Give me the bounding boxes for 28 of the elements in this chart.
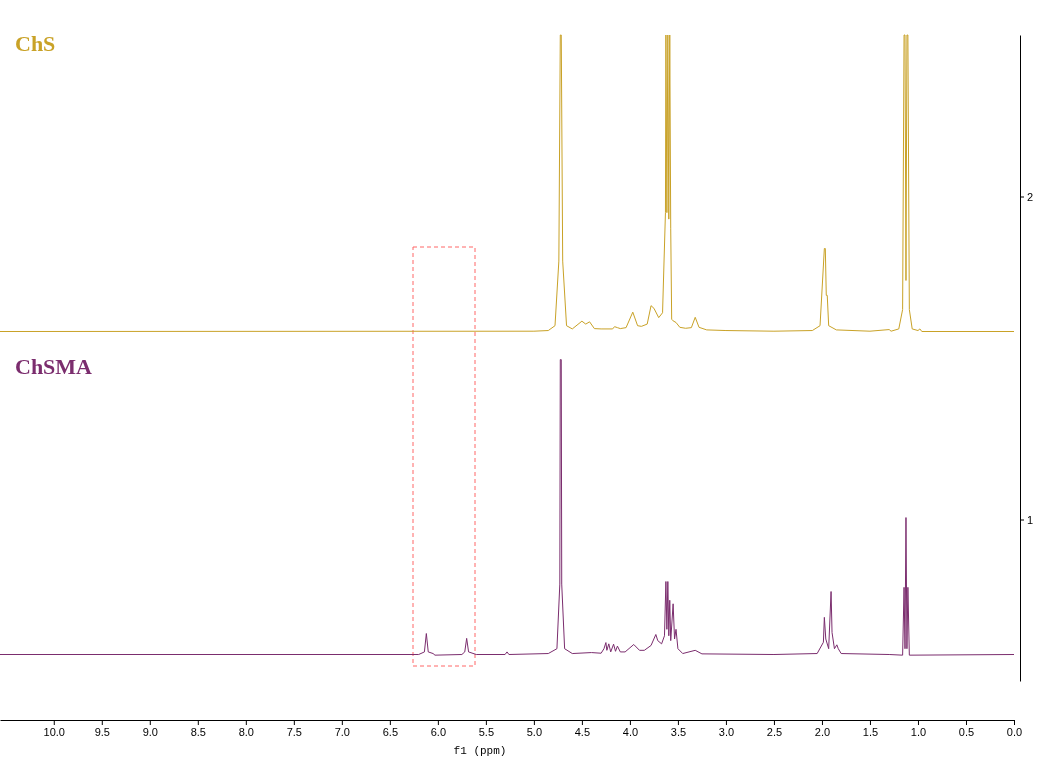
x-tick-label: 5.0 <box>526 725 543 738</box>
x-tick-label: 7.0 <box>334 725 350 738</box>
x-tick-label: 6.5 <box>382 725 398 738</box>
line-series <box>0 359 1015 656</box>
x-tick-label: 4.0 <box>622 725 639 738</box>
x-tick-label: 0.5 <box>958 725 975 738</box>
text: ChSMA <box>15 353 93 379</box>
text: ChS <box>15 30 56 56</box>
x-tick-label: 9.5 <box>94 725 110 738</box>
x-tick-label: 2.5 <box>766 725 783 738</box>
x-tick-label: 3.0 <box>718 725 735 738</box>
x-tick-label: 7.5 <box>286 725 302 738</box>
x-tick-label: 8.5 <box>190 725 206 738</box>
x-tick-label: 2.0 <box>814 725 831 738</box>
x-tick-label: 9.0 <box>142 725 158 738</box>
x-tick-label: 3.5 <box>670 725 687 738</box>
x-tick-label: 4.5 <box>574 725 591 738</box>
x-tick-label: 5.5 <box>478 725 495 738</box>
x-tick-label: 0.0 <box>1006 725 1023 738</box>
x-tick-label: 1.0 <box>910 725 927 738</box>
x-tick-label: 8.0 <box>238 725 254 738</box>
x-axis-title: f1 (ppm) <box>453 745 507 757</box>
x-tick-label: 6.0 <box>430 725 447 738</box>
x-tick-label: 10.0 <box>43 725 65 738</box>
y-tick-label: 2 <box>1027 190 1034 203</box>
x-tick-label: 1.5 <box>862 725 879 738</box>
y-tick-label: 1 <box>1027 513 1034 526</box>
line-series <box>0 34 1015 333</box>
